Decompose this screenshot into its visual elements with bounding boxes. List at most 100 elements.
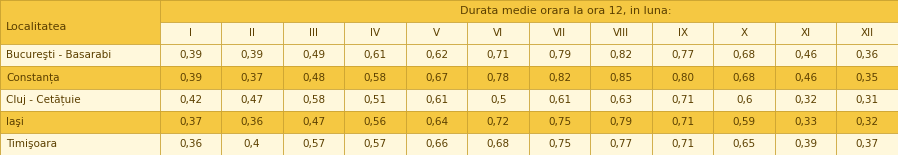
Bar	[344, 22, 406, 44]
Bar	[775, 44, 837, 66]
Text: 0,37: 0,37	[179, 117, 202, 127]
Bar	[590, 133, 652, 155]
Text: 0,77: 0,77	[610, 139, 633, 149]
Text: 0,5: 0,5	[490, 95, 506, 105]
Bar	[221, 133, 283, 155]
Text: 0,79: 0,79	[610, 117, 633, 127]
Text: 0,61: 0,61	[364, 50, 387, 60]
Text: 0,68: 0,68	[487, 139, 510, 149]
Text: X: X	[741, 28, 748, 38]
Text: 0,77: 0,77	[671, 50, 694, 60]
Bar	[467, 22, 529, 44]
Bar	[713, 89, 775, 111]
Text: 0,37: 0,37	[856, 139, 879, 149]
Text: 0,39: 0,39	[179, 50, 202, 60]
Bar	[775, 111, 837, 133]
Bar	[652, 89, 713, 111]
Text: 0,62: 0,62	[425, 50, 448, 60]
Text: VI: VI	[493, 28, 503, 38]
Bar	[406, 133, 467, 155]
Text: 0,82: 0,82	[610, 50, 633, 60]
Bar	[221, 66, 283, 89]
Bar	[344, 89, 406, 111]
Text: 0,72: 0,72	[487, 117, 510, 127]
Text: 0,49: 0,49	[302, 50, 325, 60]
Bar	[713, 44, 775, 66]
Text: 0,71: 0,71	[671, 95, 694, 105]
Text: 0,39: 0,39	[241, 50, 264, 60]
Bar	[529, 111, 591, 133]
Text: 0,82: 0,82	[548, 73, 571, 82]
Text: 0,61: 0,61	[548, 95, 571, 105]
Bar	[221, 89, 283, 111]
Text: I: I	[189, 28, 192, 38]
Text: 0,37: 0,37	[241, 73, 264, 82]
Text: 0,6: 0,6	[736, 95, 753, 105]
Text: II: II	[249, 28, 255, 38]
Text: 0,47: 0,47	[302, 117, 325, 127]
Bar	[836, 133, 898, 155]
Text: 0,36: 0,36	[856, 50, 879, 60]
Text: Localitatea: Localitatea	[5, 22, 66, 32]
Text: 0,59: 0,59	[733, 117, 756, 127]
Text: Cluj - Cetățuie: Cluj - Cetățuie	[6, 94, 81, 105]
Text: 0,75: 0,75	[548, 117, 571, 127]
Bar	[836, 111, 898, 133]
Bar	[836, 66, 898, 89]
Text: 0,79: 0,79	[548, 50, 571, 60]
Bar	[406, 22, 467, 44]
Text: 0,58: 0,58	[364, 73, 387, 82]
Bar	[467, 89, 529, 111]
Bar	[0, 111, 160, 133]
Bar	[0, 66, 160, 89]
Bar	[775, 22, 837, 44]
Bar	[529, 66, 591, 89]
Bar	[283, 44, 345, 66]
Text: 0,66: 0,66	[425, 139, 448, 149]
Bar	[160, 89, 221, 111]
Text: 0,63: 0,63	[610, 95, 633, 105]
Text: 0,32: 0,32	[856, 117, 879, 127]
Text: VIII: VIII	[613, 28, 629, 38]
Bar	[160, 111, 221, 133]
Bar	[713, 111, 775, 133]
Bar	[221, 22, 283, 44]
Text: III: III	[309, 28, 318, 38]
Text: Bucureşti - Basarabi: Bucureşti - Basarabi	[6, 50, 111, 60]
Text: 0,80: 0,80	[671, 73, 694, 82]
Bar	[529, 44, 591, 66]
Text: 0,57: 0,57	[364, 139, 387, 149]
Text: 0,35: 0,35	[856, 73, 879, 82]
Text: 0,48: 0,48	[302, 73, 325, 82]
Text: 0,36: 0,36	[179, 139, 202, 149]
Bar	[652, 22, 713, 44]
Bar	[406, 111, 467, 133]
Text: 0,75: 0,75	[548, 139, 571, 149]
Text: 0,71: 0,71	[487, 50, 510, 60]
Bar	[713, 66, 775, 89]
Bar	[160, 133, 221, 155]
Text: 0,32: 0,32	[794, 95, 817, 105]
Text: 0,57: 0,57	[302, 139, 325, 149]
Bar	[283, 133, 345, 155]
Bar	[836, 44, 898, 66]
Bar	[221, 111, 283, 133]
Bar	[160, 66, 221, 89]
Bar	[529, 133, 591, 155]
Text: 0,85: 0,85	[610, 73, 633, 82]
Bar	[467, 111, 529, 133]
Bar	[160, 44, 221, 66]
Text: 0,31: 0,31	[856, 95, 879, 105]
Bar	[590, 89, 652, 111]
Bar	[0, 0, 160, 44]
Text: 0,64: 0,64	[425, 117, 448, 127]
Text: 0,39: 0,39	[179, 73, 202, 82]
Bar	[590, 66, 652, 89]
Text: VII: VII	[553, 28, 567, 38]
Bar	[590, 22, 652, 44]
Bar	[221, 44, 283, 66]
Bar	[590, 111, 652, 133]
Text: XI: XI	[801, 28, 811, 38]
Bar	[160, 22, 221, 44]
Bar	[529, 22, 591, 44]
